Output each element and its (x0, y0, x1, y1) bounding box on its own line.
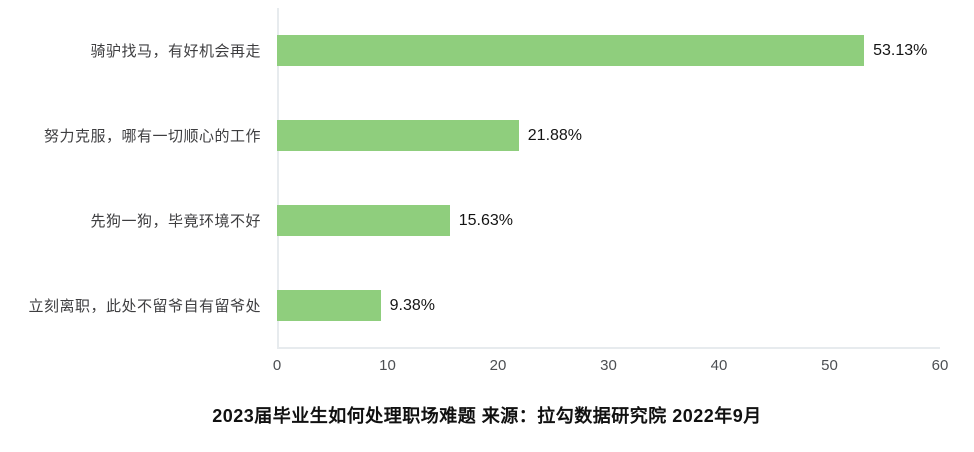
y-axis-line (277, 8, 279, 348)
chart-row: 骑驴找马，有好机会再走 53.13% (0, 8, 940, 93)
x-axis-ticks: 0 10 20 30 40 50 60 (273, 357, 949, 379)
value-label: 15.63% (458, 211, 513, 229)
x-tick-label: 40 (710, 357, 728, 374)
bar-track: 15.63% (277, 178, 940, 263)
category-label: 努力克服，哪有一切顺心的工作 (43, 128, 261, 145)
category-label: 先狗一狗，毕竟环境不好 (90, 213, 261, 230)
x-tick-label: 0 (272, 357, 282, 374)
chart-row: 先狗一狗，毕竟环境不好 15.63% (0, 178, 940, 263)
bar (277, 120, 519, 151)
x-axis-line (277, 347, 940, 349)
bar-track: 21.88% (277, 93, 940, 178)
x-tick-label: 10 (379, 357, 396, 374)
x-tick-label: 60 (931, 357, 949, 374)
chart-row: 立刻离职，此处不留爷自有留爷处 9.38% (0, 263, 940, 348)
bar-track: 9.38% (277, 263, 940, 348)
bars-area: 骑驴找马，有好机会再走 53.13% 努力克服，哪有一切顺心的工作 21.88% 先狗一… (0, 8, 940, 348)
value-label: 9.38% (389, 296, 436, 314)
chart-title: 2023届毕业生如何处理职场难题 来源：拉勾数据研究院 2022年9月 (212, 406, 762, 426)
x-tick-label: 30 (600, 357, 617, 374)
value-label: 21.88% (527, 126, 583, 144)
bar (277, 290, 381, 321)
x-tick-label: 50 (821, 357, 838, 374)
bar-track: 53.13% (277, 8, 940, 93)
category-label: 骑驴找马，有好机会再走 (90, 43, 261, 60)
category-label: 立刻离职，此处不留爷自有留爷处 (28, 298, 261, 315)
value-label: 53.13% (873, 41, 928, 59)
bar (277, 35, 865, 66)
x-tick-label: 20 (489, 357, 507, 374)
bar (277, 205, 450, 236)
chart-row: 努力克服，哪有一切顺心的工作 21.88% (0, 93, 940, 178)
